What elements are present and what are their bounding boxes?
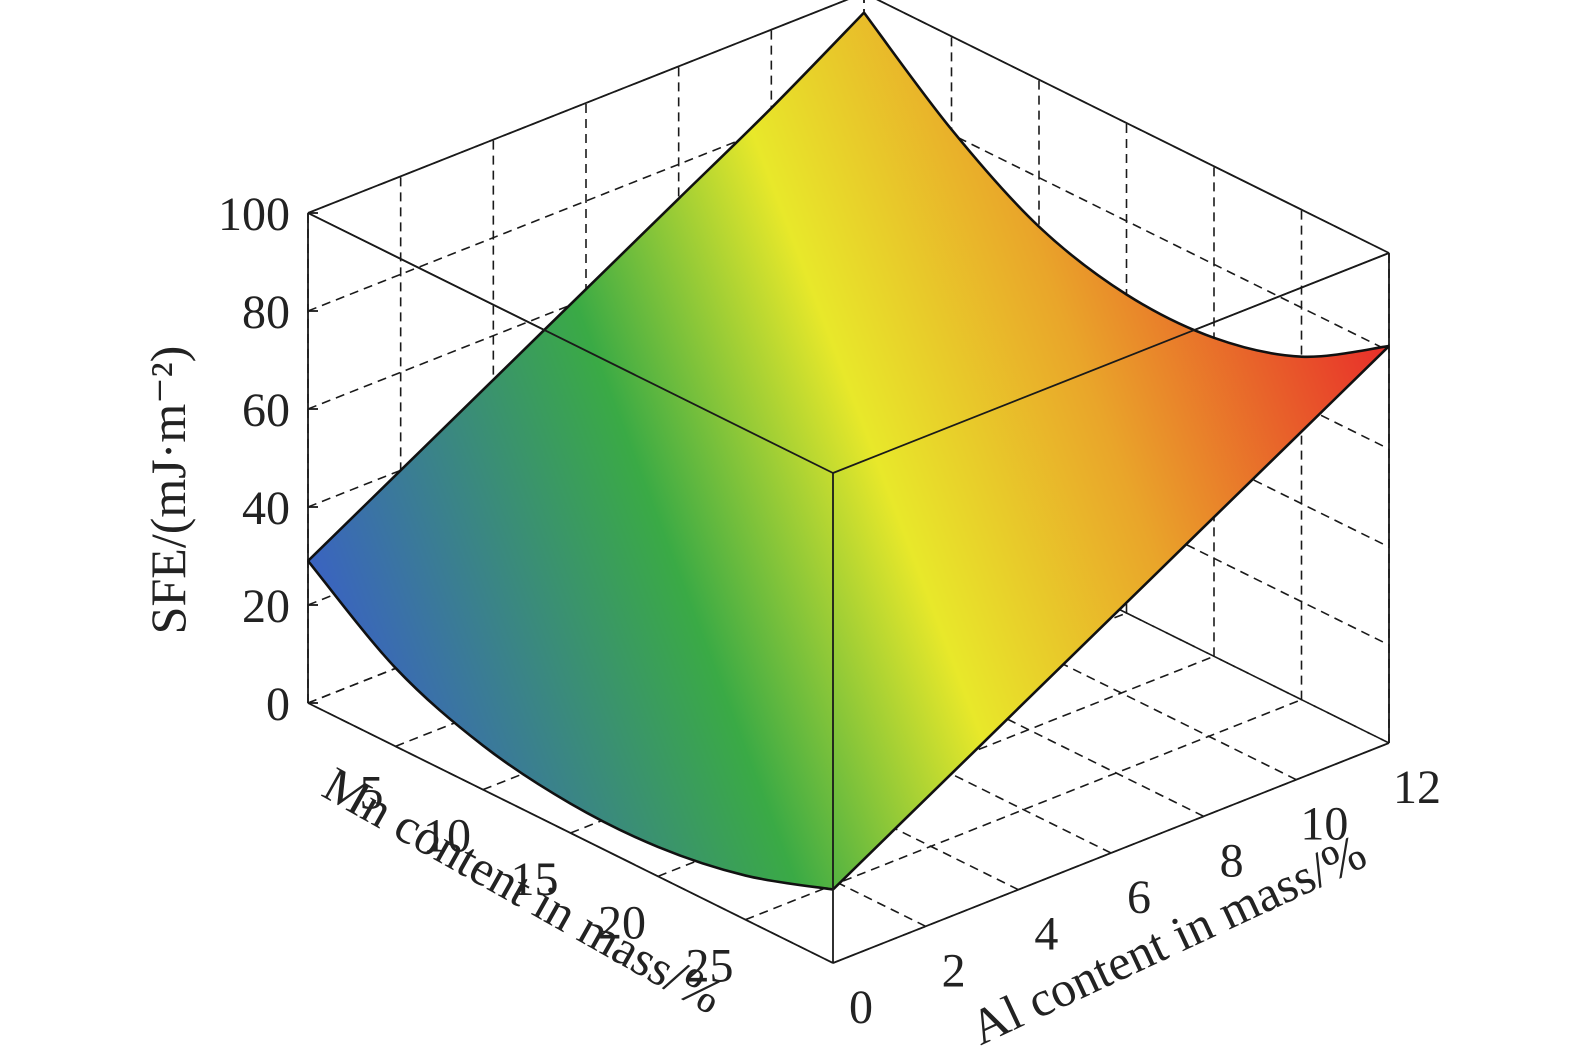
frame-edge <box>307 702 834 964</box>
surface <box>306 11 1390 891</box>
mn-tick-label: 20 <box>598 896 646 949</box>
mn-tick-label: 5 <box>360 766 384 819</box>
floor-gridline-mn <box>745 698 1302 921</box>
al-tick-label: 2 <box>942 944 966 997</box>
al-tick-label: 10 <box>1300 798 1348 851</box>
frame-edge-front <box>832 252 1390 474</box>
tick-labels: 0 20 40 60 80 100 5 10 15 20 25 0 2 4 6 8 10 12 <box>218 188 1441 1034</box>
z-tick-label: 60 <box>242 384 290 437</box>
surface-edge-mn0 <box>307 11 865 562</box>
z-tick-label: 80 <box>242 286 290 339</box>
floor-gridline-mn <box>657 655 1215 878</box>
z-tick-label: 40 <box>242 482 290 535</box>
frame-edge <box>832 742 1390 964</box>
al-tick-label: 6 <box>1127 871 1151 924</box>
mn-tick-label: 15 <box>511 853 559 906</box>
al-tick-label: 12 <box>1393 761 1441 814</box>
frame-edge-front <box>307 212 834 474</box>
al-tick-label: 8 <box>1220 834 1244 887</box>
surface-edge-al12 <box>862 11 1390 359</box>
z-tick-label: 20 <box>242 580 290 633</box>
frame-edge <box>307 0 849 214</box>
al-tick-label: 0 <box>849 981 873 1034</box>
al-axis-label: Al content in mass/% <box>962 824 1375 1056</box>
frame-edge <box>876 0 1390 254</box>
al-tick-label: 4 <box>1034 908 1058 961</box>
z-tick-label: 100 <box>218 188 290 241</box>
surface-edge-al0 <box>306 560 834 891</box>
front-frame <box>307 212 1390 963</box>
mn-tick-label: 25 <box>686 940 734 993</box>
z-tick-label: 0 <box>266 678 290 731</box>
surface-edge-mn30 <box>832 345 1390 891</box>
z-axis-label: SFE/(mJ·m⁻²) <box>140 346 196 635</box>
sfe-surface <box>308 12 1389 890</box>
mn-tick-label: 10 <box>423 810 471 863</box>
